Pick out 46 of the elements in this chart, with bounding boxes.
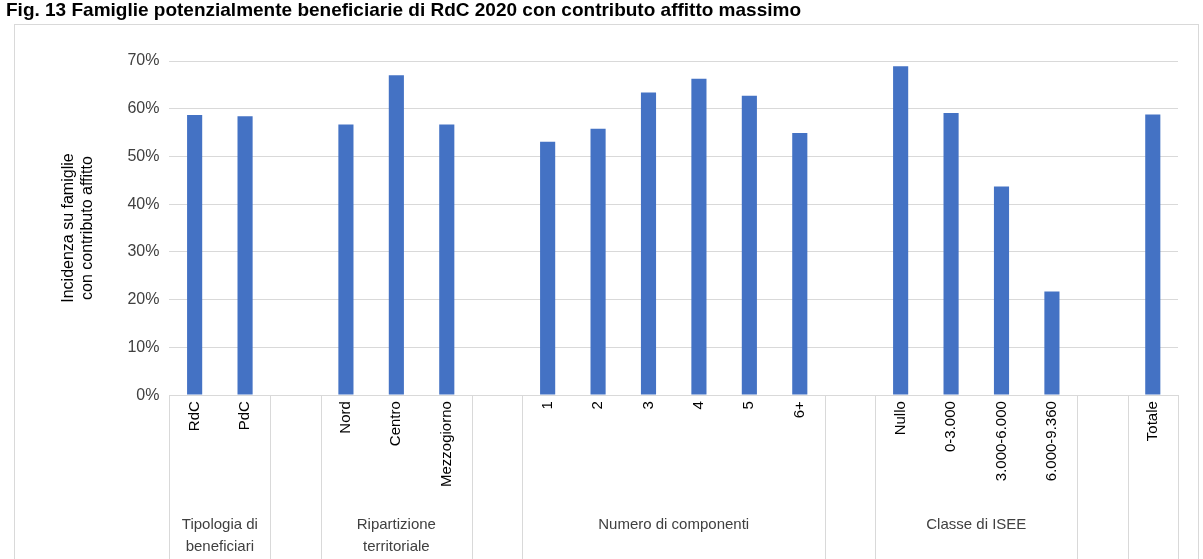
x-tick-label: 5 [739, 401, 757, 410]
bar [439, 124, 455, 395]
bar [540, 141, 556, 395]
bar [187, 114, 203, 395]
bar [893, 66, 909, 395]
bar [590, 128, 606, 395]
x-tick-label: 2 [588, 401, 606, 410]
y-tick-label: 70% [127, 51, 160, 69]
bar [741, 95, 757, 395]
x-tick-label: 6+ [789, 400, 807, 419]
chart-title: Fig. 13 Famiglie potenzialmente beneficiarie di RdC 2020 con contributo affitto massimo [5, 0, 802, 22]
x-tick-label: Nord [336, 401, 354, 434]
y-tick-label: 0% [136, 385, 160, 403]
x-tick-label: Totale [1142, 401, 1160, 442]
bar [993, 186, 1010, 395]
bar [691, 78, 707, 395]
x-tick-label: Mezzogiorno [436, 401, 454, 488]
bar [792, 133, 808, 395]
y-tick-label: 20% [127, 290, 160, 308]
x-tick-label: 3 [638, 401, 656, 410]
x-tick-label: 0-3.000 [941, 401, 959, 452]
bar [943, 113, 959, 395]
x-tick-label: RdC [184, 400, 202, 432]
bar [640, 92, 657, 395]
y-tick-label: 10% [127, 337, 160, 355]
text: Tipologia di beneficiari [181, 515, 258, 554]
x-tick-label: Nullo [890, 401, 908, 436]
bar [338, 124, 354, 395]
x-tick-label: Centro [386, 401, 404, 447]
bar [1044, 291, 1060, 395]
x-tick-label: 6.000-9.360 [1042, 401, 1060, 482]
y-tick-label: 30% [127, 242, 160, 260]
bar [388, 75, 404, 395]
text: Numero di componenti [598, 515, 750, 532]
bar [237, 116, 253, 395]
x-tick-label: 3.000-6.000 [991, 401, 1009, 482]
y-tick-label: 50% [127, 146, 160, 164]
x-tick-label: 1 [537, 401, 555, 410]
y-tick-label: 40% [127, 194, 160, 212]
text: Classe di ISEE [926, 515, 1027, 532]
text: Ripartizione territoriale [356, 515, 436, 554]
y-tick-label: 60% [127, 99, 160, 117]
x-tick-label: PdC [235, 400, 253, 431]
y-axis-title: Incidenza su famiglie con contributo affitto [59, 153, 96, 303]
bar [1145, 114, 1161, 395]
x-tick-label: 4 [689, 401, 707, 410]
